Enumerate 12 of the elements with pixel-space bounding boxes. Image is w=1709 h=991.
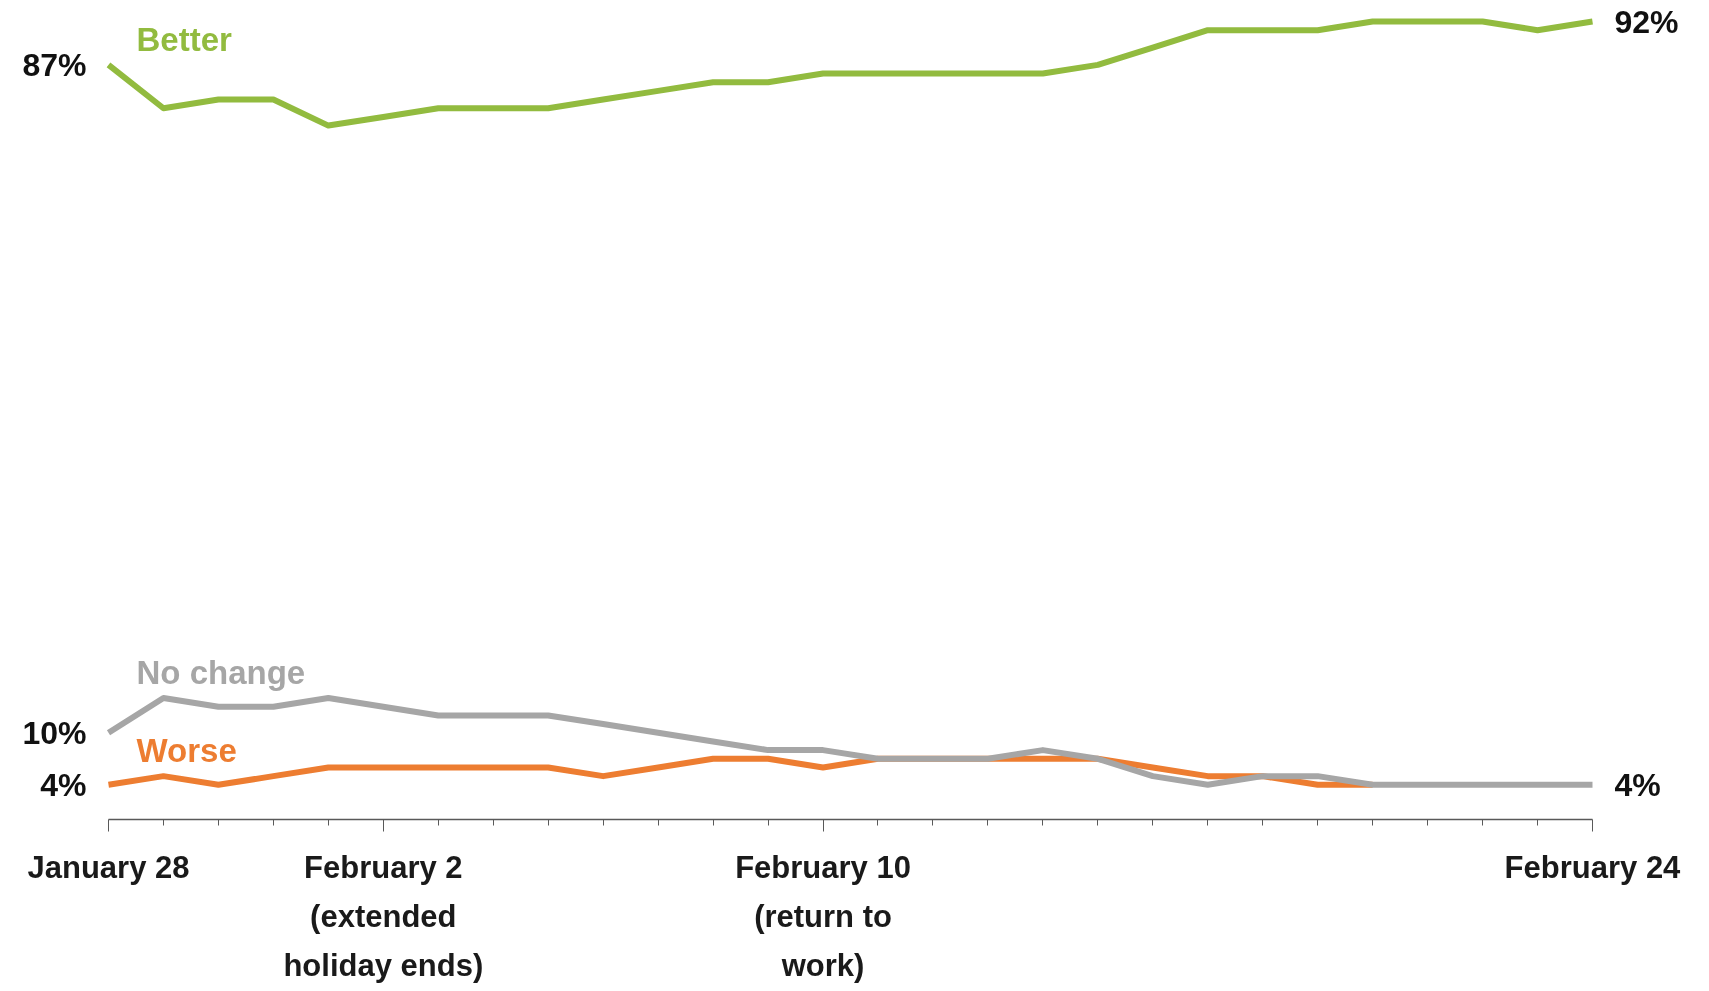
data-label: 4% bbox=[40, 766, 87, 803]
series-label: No change bbox=[136, 654, 306, 692]
data-label: 4% bbox=[1614, 766, 1661, 803]
x-tick-label: February 2 (extended holiday ends) bbox=[283, 849, 484, 983]
series-label: Better bbox=[136, 20, 233, 58]
data-label: 87% bbox=[22, 46, 87, 83]
x-tick-label: January 28 bbox=[27, 849, 190, 885]
data-label: 92% bbox=[1614, 3, 1679, 40]
series-label: Worse bbox=[136, 732, 237, 770]
x-tick-label: February 10 (return to work) bbox=[735, 849, 911, 983]
x-tick-label: February 24 bbox=[1504, 849, 1682, 885]
data-label: 10% bbox=[22, 714, 87, 751]
